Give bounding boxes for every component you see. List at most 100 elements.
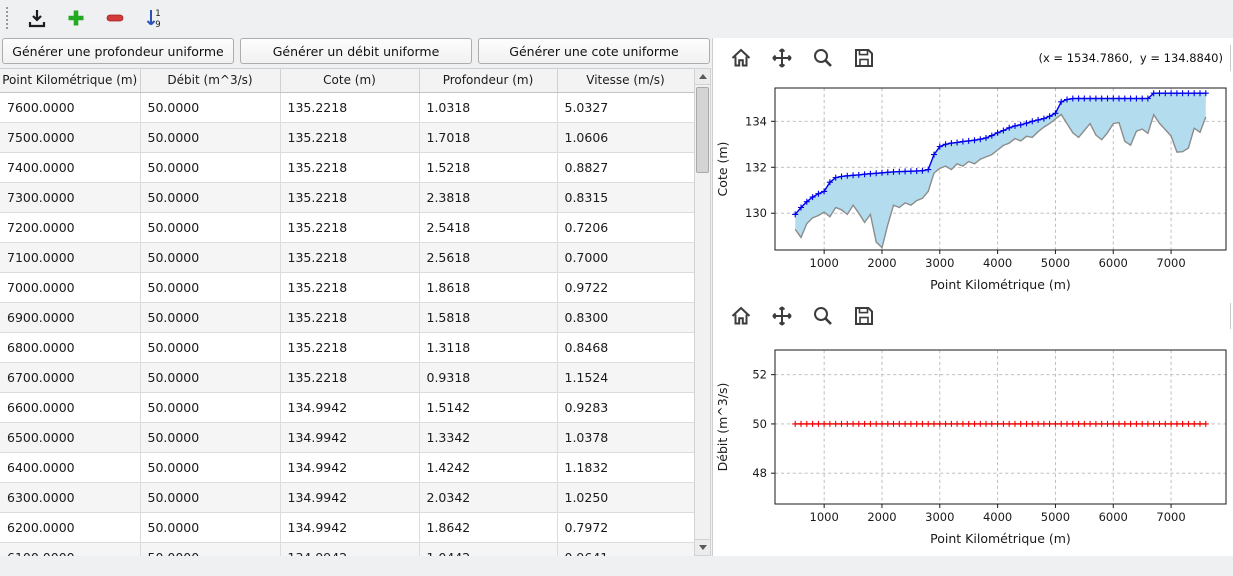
table-cell[interactable]: 6700.0000 <box>0 362 141 393</box>
table-vertical-scrollbar[interactable] <box>694 68 711 556</box>
generate-uniform-flow-button[interactable]: Générer un débit uniforme <box>240 38 472 64</box>
table-row[interactable]: 6300.0000 50.0000 134.9942 2.0342 1.0250 <box>0 482 694 513</box>
table-cell[interactable]: 135.2218 <box>280 242 420 273</box>
table-cell[interactable]: 135.2218 <box>280 122 420 153</box>
table-cell[interactable]: 6200.0000 <box>0 512 141 543</box>
table-cell[interactable]: 7600.0000 <box>0 92 141 123</box>
table-cell[interactable]: 0.8300 <box>557 302 694 333</box>
table-cell[interactable]: 1.0442 <box>419 542 558 556</box>
table-cell[interactable]: 0.8315 <box>557 182 694 213</box>
save-figure-button[interactable] <box>850 44 878 72</box>
table-cell[interactable]: 134.9942 <box>280 452 420 483</box>
table-cell[interactable]: 6900.0000 <box>0 302 141 333</box>
save-figure-button[interactable] <box>850 302 878 330</box>
table-cell[interactable]: 135.2218 <box>280 302 420 333</box>
table-row[interactable]: 6800.0000 50.0000 135.2218 1.3118 0.8468 <box>0 332 694 363</box>
zoom-button[interactable] <box>809 44 837 72</box>
column-header[interactable]: Vitesse (m/s) <box>557 69 694 93</box>
home-button[interactable] <box>727 44 755 72</box>
table-row[interactable]: 7500.0000 50.0000 135.2218 1.7018 1.0606 <box>0 122 694 153</box>
table-cell[interactable]: 6800.0000 <box>0 332 141 363</box>
table-cell[interactable]: 50.0000 <box>140 482 281 513</box>
column-header[interactable]: Point Kilométrique (m) <box>0 69 141 93</box>
table-cell[interactable]: 50.0000 <box>140 422 281 453</box>
table-cell[interactable]: 50.0000 <box>140 272 281 303</box>
table-cell[interactable]: 1.5142 <box>419 392 558 423</box>
table-cell[interactable]: 5.0327 <box>557 92 694 123</box>
table-cell[interactable]: 50.0000 <box>140 512 281 543</box>
column-header[interactable]: Profondeur (m) <box>419 69 558 93</box>
table-row[interactable]: 7000.0000 50.0000 135.2218 1.8618 0.9722 <box>0 272 694 303</box>
table-cell[interactable]: 134.9942 <box>280 542 420 556</box>
table-row[interactable]: 7300.0000 50.0000 135.2218 2.3818 0.8315 <box>0 182 694 213</box>
table-row[interactable]: 6200.0000 50.0000 134.9942 1.8642 0.7972 <box>0 512 694 543</box>
table-cell[interactable]: 135.2218 <box>280 92 420 123</box>
toolbar-drag-handle[interactable] <box>6 7 10 29</box>
column-header[interactable]: Débit (m^3/s) <box>140 69 281 93</box>
table-row[interactable]: 6600.0000 50.0000 134.9942 1.5142 0.9283 <box>0 392 694 423</box>
table-cell[interactable]: 50.0000 <box>140 152 281 183</box>
table-cell[interactable]: 50.0000 <box>140 362 281 393</box>
table-cell[interactable]: 1.5218 <box>419 152 558 183</box>
table-cell[interactable]: 2.5618 <box>419 242 558 273</box>
table-cell[interactable]: 135.2218 <box>280 362 420 393</box>
remove-row-button[interactable] <box>100 4 130 32</box>
pan-button[interactable] <box>768 302 796 330</box>
table-cell[interactable]: 7300.0000 <box>0 182 141 213</box>
table-cell[interactable]: 1.7018 <box>419 122 558 153</box>
table-cell[interactable]: 7200.0000 <box>0 212 141 243</box>
table-cell[interactable]: 135.2218 <box>280 212 420 243</box>
table-cell[interactable]: 1.0378 <box>557 422 694 453</box>
scroll-down-button[interactable] <box>695 539 710 555</box>
table-cell[interactable]: 7000.0000 <box>0 272 141 303</box>
table-cell[interactable]: 6600.0000 <box>0 392 141 423</box>
table-cell[interactable]: 50.0000 <box>140 452 281 483</box>
zoom-button[interactable] <box>809 302 837 330</box>
table-cell[interactable]: 0.9641 <box>557 542 694 556</box>
table-cell[interactable]: 1.0606 <box>557 122 694 153</box>
table-cell[interactable]: 1.1832 <box>557 452 694 483</box>
table-cell[interactable]: 0.7972 <box>557 512 694 543</box>
table-cell[interactable]: 2.3818 <box>419 182 558 213</box>
table-row[interactable]: 6400.0000 50.0000 134.9942 1.4242 1.1832 <box>0 452 694 483</box>
table-cell[interactable]: 0.7206 <box>557 212 694 243</box>
table-row[interactable]: 6500.0000 50.0000 134.9942 1.3342 1.0378 <box>0 422 694 453</box>
table-cell[interactable]: 135.2218 <box>280 332 420 363</box>
table-row[interactable]: 7100.0000 50.0000 135.2218 2.5618 0.7000 <box>0 242 694 273</box>
cote-plot-canvas[interactable]: 1000 2000 3000 4000 5000 6000 7000 130 132 134 Poi… <box>713 78 1233 296</box>
debit-plot-canvas[interactable]: 1000 2000 3000 4000 5000 6000 7000 48 50 52 Point … <box>713 336 1233 550</box>
table-cell[interactable]: 2.0342 <box>419 482 558 513</box>
table-cell[interactable]: 135.2218 <box>280 182 420 213</box>
table-cell[interactable]: 7400.0000 <box>0 152 141 183</box>
table-cell[interactable]: 1.4242 <box>419 452 558 483</box>
table-cell[interactable]: 1.8642 <box>419 512 558 543</box>
table-cell[interactable]: 50.0000 <box>140 302 281 333</box>
table-cell[interactable]: 6300.0000 <box>0 482 141 513</box>
table-cell[interactable]: 0.9283 <box>557 392 694 423</box>
table-cell[interactable]: 1.3118 <box>419 332 558 363</box>
table-cell[interactable]: 135.2218 <box>280 272 420 303</box>
table-cell[interactable]: 50.0000 <box>140 332 281 363</box>
generate-uniform-level-button[interactable]: Générer une cote uniforme <box>478 38 710 64</box>
table-cell[interactable]: 50.0000 <box>140 212 281 243</box>
table-cell[interactable]: 134.9942 <box>280 422 420 453</box>
table-cell[interactable]: 2.5418 <box>419 212 558 243</box>
column-header[interactable]: Cote (m) <box>280 69 420 93</box>
table-cell[interactable]: 1.1524 <box>557 362 694 393</box>
table-cell[interactable]: 50.0000 <box>140 182 281 213</box>
add-row-button[interactable] <box>61 4 91 32</box>
table-cell[interactable]: 50.0000 <box>140 542 281 556</box>
table-cell[interactable]: 6400.0000 <box>0 452 141 483</box>
table-cell[interactable]: 6500.0000 <box>0 422 141 453</box>
home-button[interactable] <box>727 302 755 330</box>
table-row[interactable]: 7600.0000 50.0000 135.2218 1.0318 5.0327 <box>0 92 694 123</box>
table-cell[interactable]: 0.9318 <box>419 362 558 393</box>
table-row[interactable]: 7400.0000 50.0000 135.2218 1.5218 0.8827 <box>0 152 694 183</box>
table-cell[interactable]: 135.2218 <box>280 152 420 183</box>
table-row[interactable]: 7200.0000 50.0000 135.2218 2.5418 0.7206 <box>0 212 694 243</box>
table-cell[interactable]: 134.9942 <box>280 512 420 543</box>
table-cell[interactable]: 7500.0000 <box>0 122 141 153</box>
table-cell[interactable]: 0.9722 <box>557 272 694 303</box>
table-cell[interactable]: 50.0000 <box>140 392 281 423</box>
